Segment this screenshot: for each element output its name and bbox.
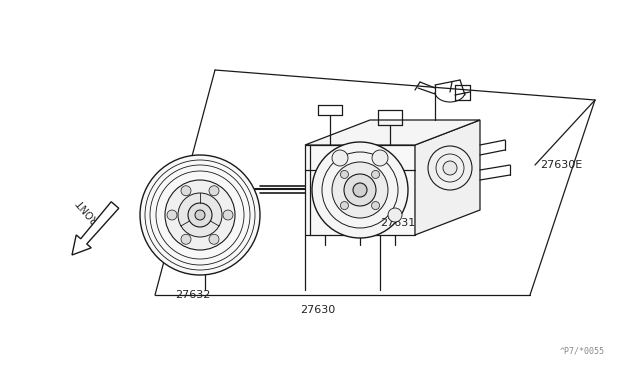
- Circle shape: [181, 234, 191, 244]
- Circle shape: [312, 142, 408, 238]
- Circle shape: [140, 155, 260, 275]
- Text: FRONT: FRONT: [74, 197, 104, 228]
- Circle shape: [209, 234, 219, 244]
- Circle shape: [332, 150, 348, 166]
- Circle shape: [167, 210, 177, 220]
- Circle shape: [195, 210, 205, 220]
- Circle shape: [344, 174, 376, 206]
- Circle shape: [181, 186, 191, 196]
- Text: 27632: 27632: [175, 290, 211, 300]
- Circle shape: [353, 183, 367, 197]
- Text: ^P7/*0055: ^P7/*0055: [560, 346, 605, 355]
- Circle shape: [372, 170, 380, 179]
- Circle shape: [428, 146, 472, 190]
- Circle shape: [388, 208, 402, 222]
- Polygon shape: [415, 120, 480, 235]
- Circle shape: [372, 202, 380, 209]
- Circle shape: [165, 180, 235, 250]
- Circle shape: [340, 202, 348, 209]
- Polygon shape: [72, 202, 119, 255]
- Circle shape: [178, 193, 222, 237]
- Polygon shape: [305, 145, 415, 235]
- Circle shape: [372, 150, 388, 166]
- Circle shape: [188, 203, 212, 227]
- Circle shape: [332, 162, 388, 218]
- Text: 27630: 27630: [300, 305, 335, 315]
- Text: 27630E: 27630E: [540, 160, 582, 170]
- Text: 27631: 27631: [380, 218, 415, 228]
- Polygon shape: [305, 120, 480, 145]
- Circle shape: [223, 210, 233, 220]
- Circle shape: [209, 186, 219, 196]
- Circle shape: [443, 161, 457, 175]
- Circle shape: [340, 170, 348, 179]
